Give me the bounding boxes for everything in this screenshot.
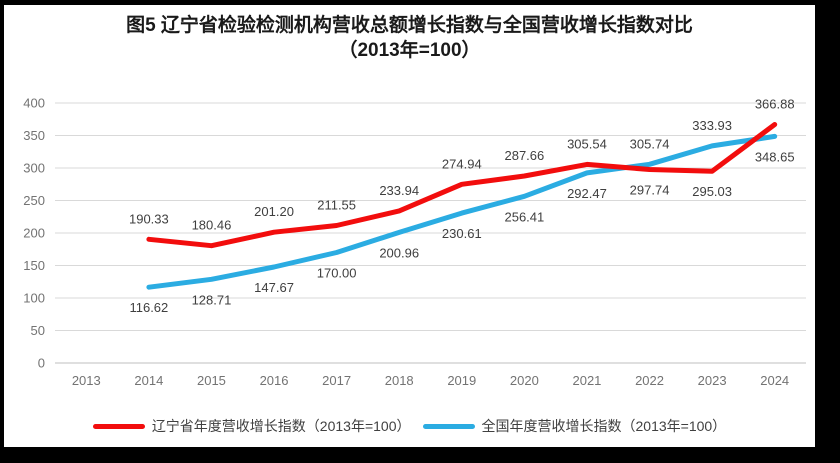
y-tick-label: 400 <box>23 96 45 111</box>
chart-title: 图5 辽宁省检验检测机构营收总额增长指数与全国营收增长指数对比 （2013年=1… <box>4 13 815 63</box>
data-label-national-2020: 256.41 <box>504 209 544 224</box>
legend-item-liaoning: 辽宁省年度营收增长指数（2013年=100） <box>92 416 411 436</box>
x-tick-label: 2020 <box>510 373 539 388</box>
data-label-liaoning-2022: 297.74 <box>630 182 670 197</box>
y-tick-label: 350 <box>23 128 45 143</box>
x-tick-label: 2018 <box>385 373 414 388</box>
chart-title-line2: （2013年=100） <box>338 40 481 62</box>
legend-swatch-national-line <box>422 423 475 429</box>
series-line-liaoning <box>146 122 778 249</box>
x-tick-label: 2022 <box>635 373 664 388</box>
data-label-liaoning-2017: 211.55 <box>317 197 356 212</box>
y-tick-label: 100 <box>23 291 45 306</box>
data-label-liaoning-2018: 233.94 <box>379 183 419 198</box>
data-label-national-2018: 200.96 <box>379 245 419 260</box>
x-tick-label: 2016 <box>260 373 289 388</box>
data-label-liaoning-2015: 180.46 <box>192 218 232 233</box>
x-tick-label: 2023 <box>698 373 727 388</box>
data-label-liaoning-2024: 366.88 <box>755 97 795 112</box>
data-label-national-2014: 116.62 <box>129 300 168 315</box>
data-label-liaoning-2014: 190.33 <box>129 211 169 226</box>
legend-label-liaoning: 辽宁省年度营收增长指数（2013年=100） <box>151 418 411 434</box>
chart-title-line1: 图5 辽宁省检验检测机构营收总额增长指数与全国营收增长指数对比 <box>126 15 693 36</box>
x-tick-label: 2019 <box>447 373 476 388</box>
x-tick-label: 2017 <box>322 373 351 388</box>
x-tick-label: 2024 <box>760 373 789 388</box>
data-label-national-2017: 170.00 <box>317 266 357 281</box>
data-label-liaoning-2023: 295.03 <box>692 184 732 199</box>
y-tick-label: 300 <box>23 161 45 176</box>
y-tick-label: 250 <box>23 193 45 208</box>
data-label-national-2021: 292.47 <box>567 186 607 201</box>
x-tick-label: 2014 <box>134 373 163 388</box>
data-label-national-2024: 348.65 <box>755 149 795 164</box>
legend-label-national: 全国年度营收增长指数（2013年=100） <box>481 418 727 434</box>
x-tick-label: 2021 <box>572 373 601 388</box>
series-line-national <box>146 133 778 290</box>
x-tick-label: 2015 <box>197 373 226 388</box>
x-tick-label: 2013 <box>72 373 101 388</box>
data-label-national-2023: 333.93 <box>692 118 732 133</box>
data-label-national-2019: 230.61 <box>442 226 482 241</box>
chart-legend: 辽宁省年度营收增长指数（2013年=100） 全国年度营收增长指数（2013年=… <box>4 416 815 436</box>
y-tick-label: 150 <box>23 258 45 273</box>
data-label-national-2015: 128.71 <box>192 292 232 307</box>
line-chart: 0 50 100 150 200 250 300 350 400 2013 2014 2015 2016… <box>23 96 806 388</box>
legend-swatch-liaoning-line <box>92 423 145 429</box>
data-label-national-2016: 147.67 <box>254 280 294 295</box>
data-label-liaoning-2021: 305.54 <box>567 136 607 151</box>
data-label-national-2022: 305.74 <box>630 136 670 151</box>
data-label-liaoning-2019: 274.94 <box>442 156 482 171</box>
data-label-liaoning-2020: 287.66 <box>504 148 544 163</box>
data-label-liaoning-2016: 201.20 <box>254 204 294 219</box>
y-tick-label: 0 <box>38 356 45 371</box>
legend-item-national: 全国年度营收增长指数（2013年=100） <box>422 416 727 436</box>
y-tick-label: 50 <box>31 323 45 338</box>
y-tick-label: 200 <box>23 226 45 241</box>
